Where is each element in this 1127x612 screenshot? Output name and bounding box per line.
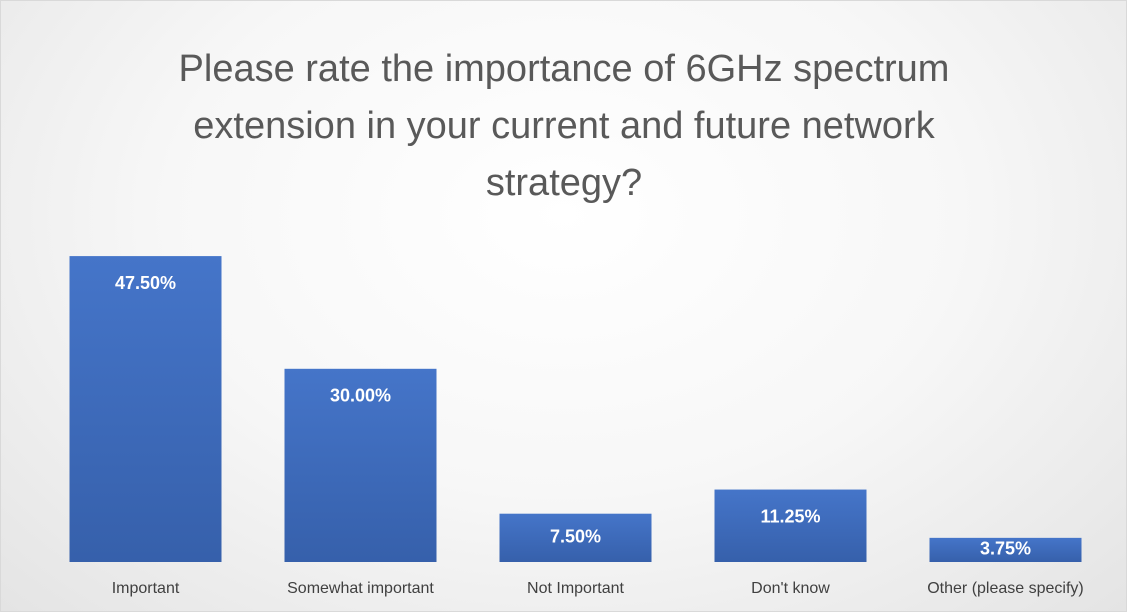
data-label: 30.00% bbox=[330, 386, 391, 406]
x-tick-label: Somewhat important bbox=[287, 580, 434, 597]
x-tick-label: Don't know bbox=[751, 580, 830, 597]
x-tick-label: Not Important bbox=[527, 580, 624, 597]
x-tick-label: Other (please specify) bbox=[927, 580, 1084, 597]
data-label: 7.50% bbox=[550, 527, 601, 547]
x-tick-label: Important bbox=[112, 580, 180, 597]
bar bbox=[929, 537, 1082, 562]
data-label: 3.75% bbox=[980, 539, 1031, 559]
bar bbox=[714, 489, 867, 562]
data-label: 47.50% bbox=[115, 273, 176, 293]
bar bbox=[284, 368, 437, 562]
bar bbox=[69, 256, 222, 562]
bar bbox=[499, 513, 652, 562]
data-label: 11.25% bbox=[760, 506, 820, 526]
chart-title: Please rate the importance of 6GHz spect… bbox=[178, 48, 950, 204]
